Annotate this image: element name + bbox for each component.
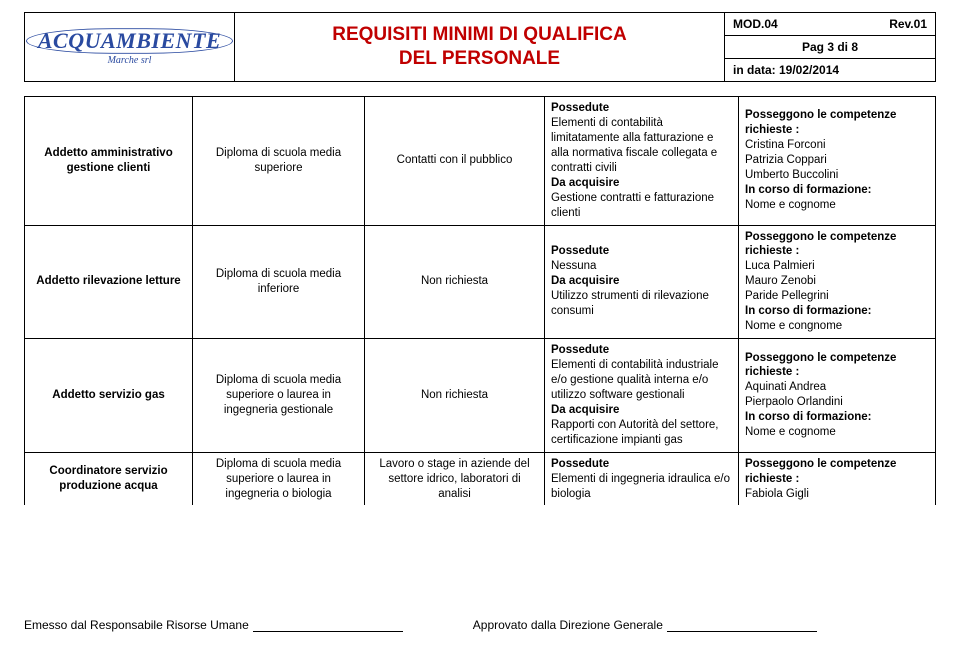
experience-cell: Non richiesta — [365, 339, 545, 453]
title-line-1: REQUISITI MINIMI DI QUALIFICA — [332, 24, 627, 45]
table-row: Coordinatore servizio produzione acqua D… — [25, 452, 936, 505]
possessed-label: Possedute — [551, 245, 609, 257]
possessed-text: Elementi di contabilità industriale e/o … — [551, 359, 718, 401]
title-line-2: DEL PERSONALE — [399, 48, 560, 69]
acquire-text: Utilizzo strumenti di rilevazione consum… — [551, 290, 709, 317]
acquire-label: Da acquisire — [551, 275, 619, 287]
footer-right: Approvato dalla Direzione Generale — [473, 618, 817, 632]
table-row: Addetto amministrativo gestione clienti … — [25, 97, 936, 226]
person-name: Fabiola Gigli — [745, 488, 809, 500]
skills-cell: Possedute Elementi di ingegneria idrauli… — [545, 452, 739, 505]
have-comp-label: Posseggono le competenze richieste : — [745, 458, 896, 485]
role-cell: Addetto amministrativo gestione clienti — [25, 97, 193, 226]
experience-cell: Non richiesta — [365, 225, 545, 339]
header-date: in data: 19/02/2014 — [725, 59, 935, 81]
people-cell: Posseggono le competenze richieste : Aqu… — [739, 339, 936, 453]
table-row: Addetto servizio gas Diploma di scuola m… — [25, 339, 936, 453]
footer-left-label: Emesso dal Responsabile Risorse Umane — [24, 618, 249, 632]
role-cell: Coordinatore servizio produzione acqua — [25, 452, 193, 505]
date-label: in data: 19/02/2014 — [733, 63, 839, 77]
training-text: Nome e cognome — [745, 426, 836, 438]
training-text: Nome e congnome — [745, 320, 842, 332]
person-name: Paride Pellegrini — [745, 290, 829, 302]
education-cell: Diploma di scuola media inferiore — [193, 225, 365, 339]
training-text: Nome e cognome — [745, 199, 836, 211]
footer-right-label: Approvato dalla Direzione Generale — [473, 618, 663, 632]
education-cell: Diploma di scuola media superiore — [193, 97, 365, 226]
signature-line — [253, 618, 403, 632]
acquire-text: Gestione contratti e fatturazione client… — [551, 192, 714, 219]
have-comp-label: Posseggono le competenze richieste : — [745, 109, 896, 136]
role-cell: Addetto rilevazione letture — [25, 225, 193, 339]
qualifications-table: Addetto amministrativo gestione clienti … — [24, 96, 936, 505]
people-cell: Posseggono le competenze richieste : Cri… — [739, 97, 936, 226]
people-cell: Posseggono le competenze richieste : Luc… — [739, 225, 936, 339]
document-footer: Emesso dal Responsabile Risorse Umane Ap… — [24, 618, 936, 632]
logo-sub: Marche srl — [32, 56, 227, 66]
person-name: Luca Palmieri — [745, 260, 815, 272]
header-page: Pag 3 di 8 — [725, 36, 935, 59]
person-name: Pierpaolo Orlandini — [745, 396, 843, 408]
have-comp-label: Posseggono le competenze richieste : — [745, 352, 896, 379]
possessed-label: Possedute — [551, 102, 609, 114]
skills-cell: Possedute Elementi di contabilità indust… — [545, 339, 739, 453]
person-name: Mauro Zenobi — [745, 275, 816, 287]
possessed-label: Possedute — [551, 458, 609, 470]
training-label: In corso di formazione: — [745, 184, 872, 196]
person-name: Umberto Buccolini — [745, 169, 838, 181]
person-name: Aquinati Andrea — [745, 381, 826, 393]
mod-label: MOD.04 — [733, 17, 778, 31]
page-label: Pag 3 di 8 — [802, 40, 858, 54]
signature-line — [667, 618, 817, 632]
possessed-label: Possedute — [551, 344, 609, 356]
acquire-text: Rapporti con Autorità del settore, certi… — [551, 419, 719, 446]
role-cell: Addetto servizio gas — [25, 339, 193, 453]
acquire-label: Da acquisire — [551, 404, 619, 416]
people-cell: Posseggono le competenze richieste : Fab… — [739, 452, 936, 505]
person-name: Cristina Forconi — [745, 139, 826, 151]
possessed-text: Elementi di ingegneria idraulica e/o bio… — [551, 473, 730, 500]
education-cell: Diploma di scuola media superiore o laur… — [193, 452, 365, 505]
possessed-text: Elementi di contabilità limitatamente al… — [551, 117, 717, 174]
logo-main: ACQUAMBIENTE — [32, 28, 227, 54]
logo-cell: ACQUAMBIENTE Marche srl — [25, 13, 235, 81]
header-mod-rev: MOD.04 Rev.01 — [725, 13, 935, 36]
skills-cell: Possedute Nessuna Da acquisire Utilizzo … — [545, 225, 739, 339]
document-header: ACQUAMBIENTE Marche srl REQUISITI MINIMI… — [24, 12, 936, 82]
skills-cell: Possedute Elementi di contabilità limita… — [545, 97, 739, 226]
experience-cell: Lavoro o stage in aziende del settore id… — [365, 452, 545, 505]
rev-label: Rev.01 — [889, 17, 927, 31]
have-comp-label: Posseggono le competenze richieste : — [745, 231, 896, 258]
person-name: Patrizia Coppari — [745, 154, 827, 166]
footer-left: Emesso dal Responsabile Risorse Umane — [24, 618, 403, 632]
header-meta: MOD.04 Rev.01 Pag 3 di 8 in data: 19/02/… — [725, 13, 935, 81]
acquire-label: Da acquisire — [551, 177, 619, 189]
logo: ACQUAMBIENTE Marche srl — [32, 28, 227, 66]
possessed-text: Nessuna — [551, 260, 596, 272]
training-label: In corso di formazione: — [745, 411, 872, 423]
page: ACQUAMBIENTE Marche srl REQUISITI MINIMI… — [0, 0, 960, 505]
document-title: REQUISITI MINIMI DI QUALIFICA DEL PERSON… — [235, 13, 725, 81]
experience-cell: Contatti con il pubblico — [365, 97, 545, 226]
education-cell: Diploma di scuola media superiore o laur… — [193, 339, 365, 453]
training-label: In corso di formazione: — [745, 305, 872, 317]
table-row: Addetto rilevazione letture Diploma di s… — [25, 225, 936, 339]
